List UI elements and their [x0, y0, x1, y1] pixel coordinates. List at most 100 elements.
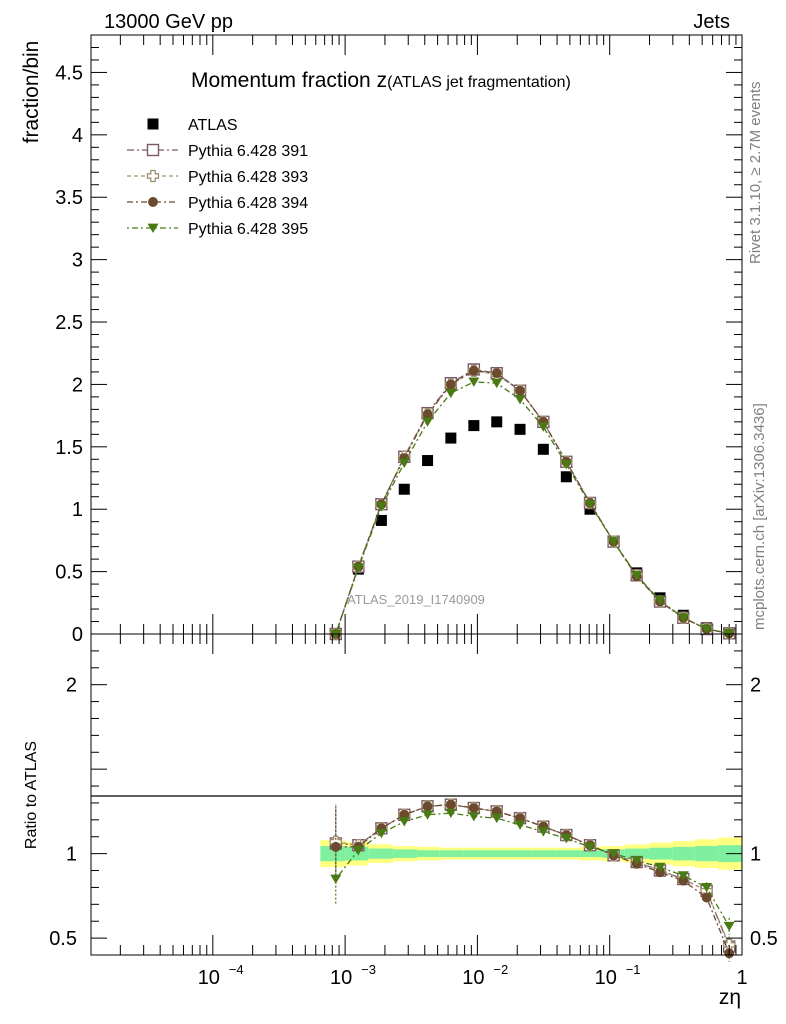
ratio-point-p395 — [398, 817, 410, 827]
legend-label: Pythia 6.428 394 — [188, 195, 308, 212]
ratio-series-p395 — [330, 808, 735, 935]
legend: ATLAS Pythia 6.428 391 Pythia 6.428 393 Pyt… — [127, 117, 308, 238]
point-p394 — [422, 409, 433, 420]
legend-label: Pythia 6.428 395 — [188, 221, 308, 238]
point-p395 — [398, 458, 410, 468]
ratio-band-inner — [579, 850, 603, 858]
header-left: 13000 GeV pp — [104, 11, 233, 33]
ratio-point-p395 — [537, 827, 549, 837]
ratio-point-p395 — [330, 874, 342, 884]
legend-marker — [148, 197, 158, 207]
point-atlas — [468, 420, 480, 432]
point-atlas — [560, 471, 572, 483]
ratio-band-inner — [624, 848, 650, 859]
ratio-band-inner — [368, 848, 393, 859]
ratio-band-inner — [392, 849, 418, 858]
rivet-version-label: Rivet 3.1.10, ≥ 2.7M events — [747, 82, 764, 265]
point-p395 — [468, 377, 480, 387]
ratio-point-p395 — [491, 813, 503, 824]
main-y-tick-labels: 0 0.5 1 1.5 2 2.5 3 3.5 4 4.5 — [55, 62, 83, 646]
ratio-point-p395 — [445, 808, 457, 819]
mcplots-label: mcplots.cern.ch [arXiv:1306.3436] — [751, 403, 768, 630]
ratio-point-p394 — [701, 892, 712, 903]
watermark: ATLAS_2019_I1740909 — [347, 592, 485, 607]
point-p394 — [491, 368, 502, 379]
point-p395 — [584, 499, 596, 510]
header-right: Jets — [693, 11, 730, 33]
legend-entry-p395: Pythia 6.428 395 — [127, 221, 308, 238]
legend-label: Pythia 6.428 391 — [188, 143, 308, 160]
main-y-tick-label: 4.5 — [55, 62, 83, 84]
point-p395 — [422, 417, 434, 427]
point-p395 — [537, 422, 549, 432]
main-series-layer — [329, 363, 736, 641]
ratio-band-inner — [463, 850, 487, 858]
ratio-point-p395 — [631, 855, 643, 866]
ratio-point-p395 — [468, 812, 480, 822]
main-y-axis-label: fraction/bin — [20, 41, 43, 144]
ratio-point-p395 — [375, 828, 387, 839]
point-atlas — [514, 423, 526, 435]
series-p395 — [330, 377, 735, 639]
x-tick-exponent: −4 — [229, 962, 244, 977]
point-atlas — [422, 455, 434, 467]
x-tick-label: 10 — [462, 967, 484, 989]
ratio-band-inner — [532, 850, 556, 858]
ratio-y-tick-labels: 0.5 0.5 1 1 2 2 — [49, 675, 778, 950]
main-y-tick-label: 3 — [72, 250, 83, 272]
main-y-tick-label: 1 — [72, 499, 83, 521]
main-y-tick-label: 4 — [72, 125, 83, 147]
legend-marker — [147, 118, 159, 130]
ratio-point-p395 — [654, 862, 666, 873]
ratio-point-p395 — [677, 871, 689, 881]
legend-label: ATLAS — [188, 117, 238, 134]
ratio-ticks — [91, 633, 743, 955]
point-p395 — [514, 394, 526, 405]
ratio-point-p395 — [701, 883, 713, 893]
ratio-band-inner — [649, 847, 673, 860]
point-atlas — [445, 432, 457, 444]
ratio-point-p395 — [723, 921, 735, 932]
ratio-band-inner — [672, 846, 695, 861]
legend-marker — [147, 223, 159, 233]
x-axis-label: zη — [719, 986, 741, 1009]
ratio-y-axis-label: Ratio to ATLAS — [23, 741, 40, 849]
ratio-band-inner — [417, 850, 440, 858]
main-y-tick-label: 1.5 — [55, 437, 83, 459]
point-p395 — [631, 570, 643, 581]
ratio-y-tick-label-right: 2 — [750, 675, 761, 697]
chart-title: Momentum fraction z(ATLAS jet fragmentat… — [191, 69, 571, 92]
legend-entry-p391: Pythia 6.428 391 — [127, 143, 308, 160]
point-atlas — [375, 514, 387, 526]
ratio-point-p394 — [678, 875, 689, 886]
ratio-point-p395 — [560, 834, 572, 844]
main-y-tick-label: 2.5 — [55, 312, 83, 334]
ratio-band-inner — [509, 850, 533, 858]
point-p394 — [445, 379, 456, 390]
point-p394 — [468, 365, 479, 376]
point-p395 — [560, 459, 572, 470]
legend-entry-atlas: ATLAS — [147, 117, 238, 134]
point-p395 — [608, 537, 620, 547]
x-tick-label: 1 — [736, 967, 747, 989]
ratio-y-tick-label: 2 — [66, 675, 77, 697]
legend-marker — [146, 143, 160, 157]
legend-entry-p393: Pythia 6.428 393 — [127, 169, 308, 186]
x-tick-label: 10 — [330, 967, 352, 989]
main-panel: 0 0.5 1 1.5 2 2.5 3 3.5 4 4.5 fraction/bin Moment… — [20, 34, 743, 646]
point-p395 — [352, 563, 364, 573]
ratio-y-tick-label: 0.5 — [49, 928, 77, 950]
main-y-tick-label: 0.5 — [55, 562, 83, 584]
main-y-tick-label: 0 — [72, 624, 83, 646]
point-p395 — [445, 388, 457, 399]
ratio-point-p395 — [352, 845, 364, 856]
point-p395 — [677, 613, 689, 623]
point-p395 — [701, 624, 713, 634]
point-atlas — [584, 503, 596, 515]
ratio-y-tick-label: 1 — [66, 844, 77, 866]
ratio-y-tick-label-right: 0.5 — [750, 928, 778, 950]
ratio-point-p394 — [330, 841, 341, 852]
series-line-p394 — [335, 370, 730, 635]
ratio-line-p395 — [335, 812, 730, 927]
x-tick-label: 10 — [198, 967, 220, 989]
